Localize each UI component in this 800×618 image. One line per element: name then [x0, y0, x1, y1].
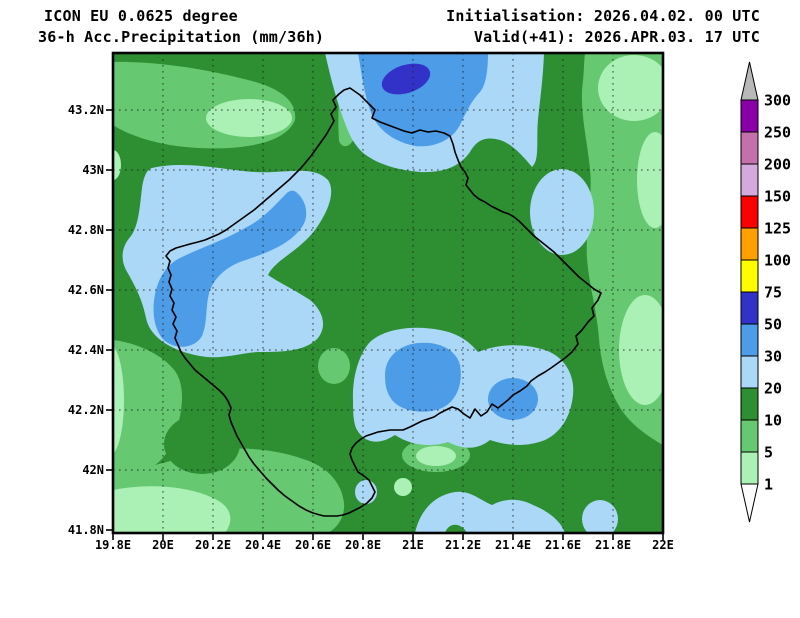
colorbar: 300 250 200 150 125 100 75 50 30 20 10 5 1 [740, 61, 791, 523]
precip-region-top-max-core [381, 63, 431, 95]
lon-tick-label: 21.2E [444, 538, 482, 552]
precip-region-south-core-2 [488, 378, 538, 420]
colorbar-label: 75 [764, 284, 782, 302]
colorbar-label: 100 [764, 252, 791, 270]
precip-region-bottomleft-light-area [113, 486, 231, 533]
colorbar-label: 5 [764, 444, 773, 462]
lon-tick-label: 21.6E [544, 538, 582, 552]
colorbar-cell [740, 387, 759, 421]
precip-region-bottom-band-west [415, 491, 565, 533]
axis-ticks [106, 109, 664, 540]
precip-region-border-dot-rain [355, 480, 377, 504]
lon-tick-label: 21.4E [494, 538, 532, 552]
colorbar-label: 10 [764, 412, 782, 430]
lat-tick-label: 42.6N [67, 283, 104, 297]
precip-region-bottom-band-east [582, 500, 618, 533]
grid-lines [113, 53, 663, 533]
precip-region-bottom-notch [445, 524, 467, 533]
colorbar-cell [740, 195, 759, 229]
map-frame [111, 51, 665, 535]
precipitation-map [106, 51, 665, 540]
init-time: Initialisation: 2026.04.02. 00 UTC [446, 7, 760, 25]
lat-tick-label: 41.8N [67, 523, 104, 537]
lat-tick-label: 43N [82, 163, 104, 177]
lon-tick-label: 19.8E [94, 538, 132, 552]
lon-tick-label: 22E [652, 538, 674, 552]
precip-region-west-of-center-patch [318, 348, 350, 384]
colorbar-cell [740, 355, 759, 389]
colorbar-cell [740, 451, 759, 485]
colorbar-label: 30 [764, 348, 782, 366]
precip-field [113, 53, 663, 533]
colorbar-label: 125 [764, 220, 791, 238]
colorbar-cell [740, 291, 759, 325]
colorbar-label: 300 [764, 92, 791, 110]
colorbar-cell [740, 131, 759, 165]
product-title: 36-h Acc.Precipitation (mm/36h) [38, 28, 325, 46]
lon-tick-label: 20.4E [244, 538, 282, 552]
lon-tick-label: 20.2E [194, 538, 232, 552]
lon-tick-label: 21E [402, 538, 424, 552]
colorbar-label: 150 [764, 188, 791, 206]
colorbar-label: 200 [764, 156, 791, 174]
lat-tick-label: 42.4N [67, 343, 104, 357]
precip-region-bottom-blob-core [415, 445, 456, 467]
precip-region-west-core-band [153, 190, 307, 347]
precip-region-dark-island [164, 414, 240, 474]
colorbar-label: 50 [764, 316, 782, 334]
country-border [165, 87, 602, 517]
lon-tick-label: 20E [152, 538, 174, 552]
precip-region-left-bottom-area [113, 340, 345, 533]
model-title: ICON EU 0.0625 degree [44, 7, 238, 25]
colorbar-label: 1 [764, 476, 773, 494]
colorbar-label: 20 [764, 380, 782, 398]
colorbar-cell [740, 163, 759, 197]
precip-region-bottom-light-dot [394, 477, 413, 497]
lon-tick-label: 21.8E [594, 538, 632, 552]
precip-region-east-rain-blob [530, 169, 594, 255]
precip-region-left-edge-strip [113, 346, 124, 454]
lat-tick-label: 43.2N [67, 103, 104, 117]
colorbar-over-arrow [740, 61, 759, 101]
colorbar-cell [740, 227, 759, 261]
colorbar-cell [740, 259, 759, 293]
colorbar-cell [740, 99, 759, 133]
lon-tick-label: 20.6E [294, 538, 332, 552]
lat-tick-label: 42.2N [67, 403, 104, 417]
lat-tick-label: 42N [82, 463, 104, 477]
precip-region-left-edge-spot [113, 150, 121, 180]
colorbar-under-arrow [740, 483, 759, 523]
lat-tick-label: 42.8N [67, 223, 104, 237]
precip-region-topright-light-patch [598, 55, 663, 121]
precip-region-south-core-1 [385, 342, 461, 412]
precip-region-topleft-light-patch [206, 99, 292, 137]
lon-tick-label: 20.8E [344, 538, 382, 552]
valid-time: Valid(+41): 2026.APR.03. 17 UTC [473, 28, 760, 46]
colorbar-cell [740, 323, 759, 357]
colorbar-label: 250 [764, 124, 791, 142]
colorbar-cell [740, 419, 759, 453]
precip-region-right-light-band [637, 132, 663, 228]
